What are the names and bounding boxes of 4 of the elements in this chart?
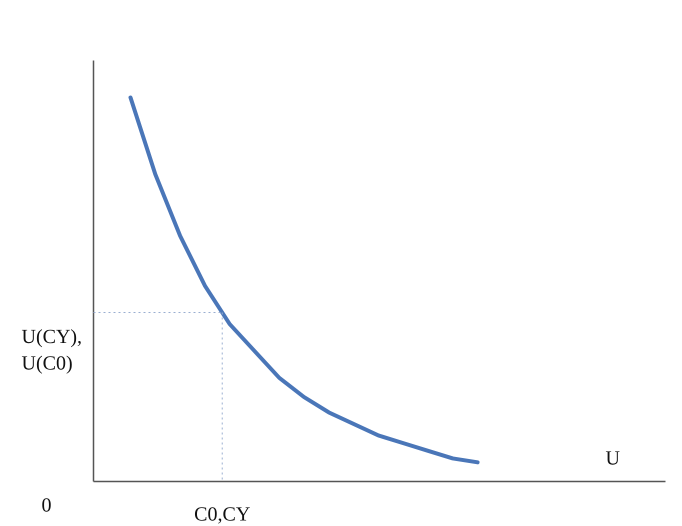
- text: C0,CY: [194, 504, 250, 526]
- text: U: [606, 448, 620, 470]
- ref-line-label: U(CY), U(C0): [22, 326, 82, 375]
- text: 0: [42, 494, 52, 516]
